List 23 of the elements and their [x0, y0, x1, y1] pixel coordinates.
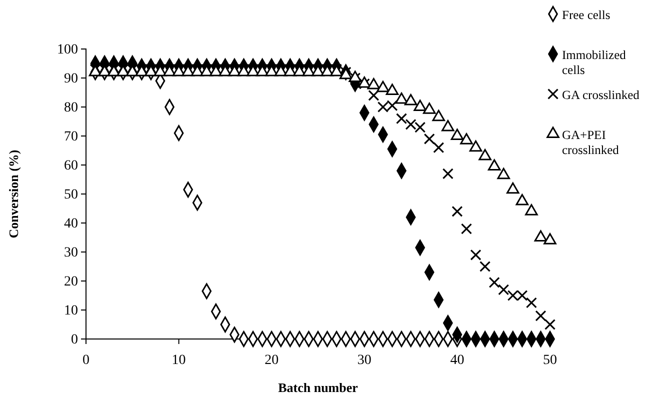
y-tick-label: 30	[64, 245, 78, 260]
legend-label: GA+PEI crosslinked	[562, 128, 620, 157]
y-tick-label: 10	[64, 303, 78, 318]
legend-label: Free cells	[562, 8, 610, 22]
y-tick-label: 90	[64, 71, 78, 86]
y-tick-label: 40	[64, 216, 78, 232]
y-axis-title: Conversion (%)	[6, 150, 21, 238]
x-axis-title: Batch number	[278, 380, 358, 395]
x-tick-label: 20	[264, 352, 279, 368]
x-tick-label: 40	[450, 352, 464, 368]
y-tick-label: 0	[71, 332, 78, 348]
y-tick-label: 80	[64, 100, 78, 116]
y-tick-label: 50	[64, 187, 78, 202]
x-tick-label: 50	[543, 352, 557, 368]
legend-label: Immobilized cells	[562, 48, 627, 77]
y-tick-label: 60	[64, 158, 78, 174]
x-tick-label: 30	[357, 352, 372, 368]
y-tick-label: 20	[64, 274, 78, 290]
x-tick-label: 0	[82, 352, 90, 368]
y-tick-label: 100	[57, 42, 78, 58]
legend-label: GA crosslinked	[562, 88, 640, 102]
y-tick-label: 70	[64, 129, 78, 144]
x-tick-label: 10	[172, 352, 186, 368]
